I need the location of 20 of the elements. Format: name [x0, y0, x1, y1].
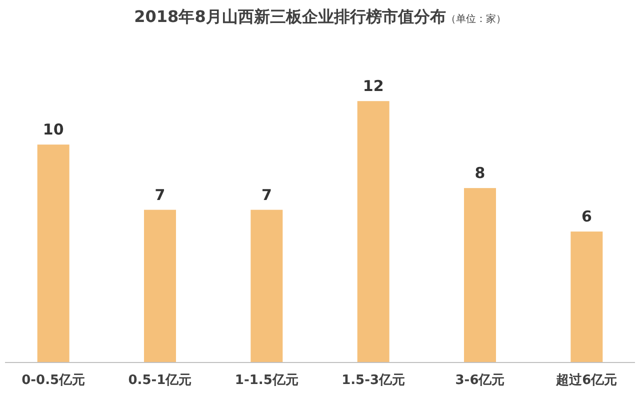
- chart-subtitle: （单位：家）: [446, 13, 506, 25]
- data-label: 10: [42, 120, 64, 139]
- data-label: 12: [362, 77, 384, 96]
- data-label: 7: [154, 186, 166, 204]
- chart-title: 2018年8月山西新三板企业排行榜市值分布: [134, 7, 446, 26]
- x-tick-label: 1.5-3亿元: [342, 373, 406, 388]
- x-tick-label: 0.5-1亿元: [128, 373, 192, 388]
- x-tick-label: 1-1.5亿元: [234, 373, 298, 388]
- bar: [357, 101, 390, 362]
- data-label: 8: [474, 164, 486, 182]
- bar: [37, 144, 70, 362]
- x-tick-label: 3-6亿元: [455, 373, 505, 388]
- data-label: 7: [261, 186, 272, 204]
- bar: [570, 232, 603, 362]
- x-tick-label: 0-0.5亿元: [22, 373, 86, 388]
- bar: [144, 210, 176, 362]
- data-label: 6: [581, 208, 592, 226]
- bar: [250, 210, 283, 362]
- x-tick-label: 超过6亿元: [555, 373, 618, 388]
- bar: [464, 188, 496, 362]
